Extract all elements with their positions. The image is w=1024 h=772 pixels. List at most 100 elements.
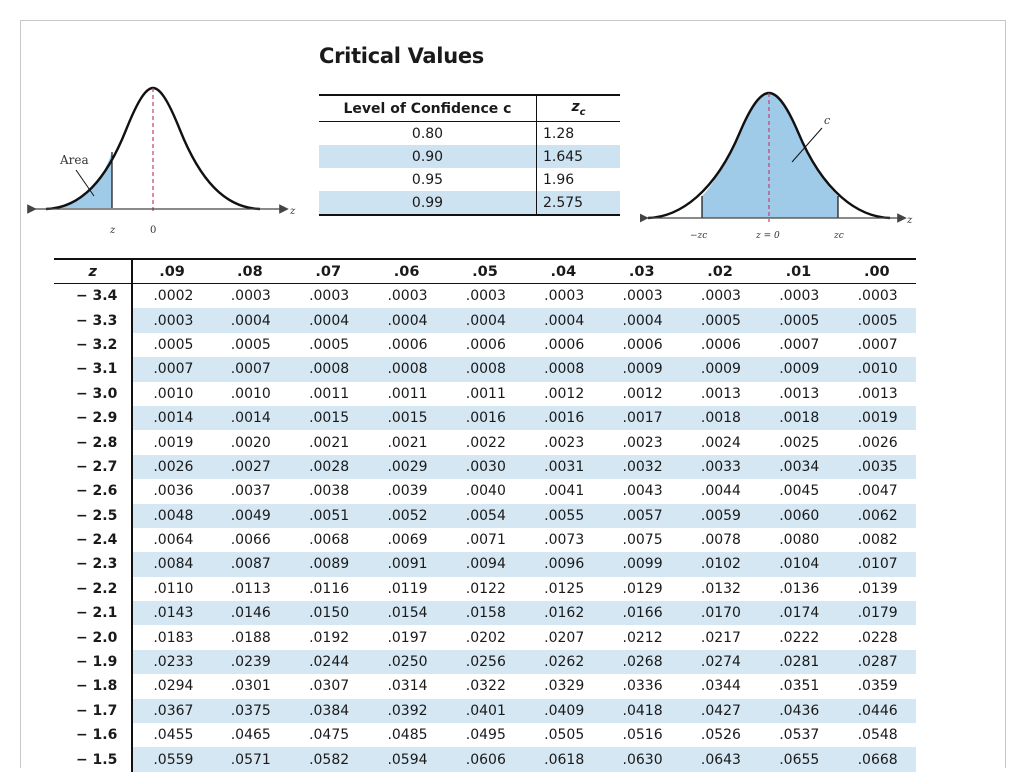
probability-cell: .0006 xyxy=(387,336,428,353)
probability-cell: .0003 xyxy=(544,288,585,305)
probability-cell: .0057 xyxy=(602,503,681,528)
z-value-cell: − 2.0 xyxy=(54,625,134,650)
neg-zc-tick-label: −zc xyxy=(690,231,707,241)
probability-cell: .0024 xyxy=(700,434,741,451)
probability-cell: .0427 xyxy=(680,698,760,724)
table-row: − 2.6 .0036 .0037 .0038 .0039 .0040 .0041 .0043… xyxy=(54,479,916,504)
probability-cell: .0023 xyxy=(622,434,663,451)
probability-cell: .0307 xyxy=(309,678,350,695)
probability-cell: .0110 xyxy=(153,580,194,597)
column-header: .00 xyxy=(837,258,916,284)
probability-cell: .0020 xyxy=(230,434,271,451)
probability-cell: .0013 xyxy=(779,385,820,402)
probability-cell: .0099 xyxy=(602,552,681,577)
central-shaded-area xyxy=(702,93,838,218)
probability-cell: .0418 xyxy=(602,698,681,724)
probability-cell: .0084 xyxy=(132,552,211,577)
probability-cell: .0013 xyxy=(857,385,898,402)
probability-cell: .0004 xyxy=(210,308,290,333)
probability-cell: .0004 xyxy=(289,308,368,333)
standard-normal-table: z .09 .08 .07 .06 .05 .04 .03 .02 .01 .0… xyxy=(54,258,916,772)
probability-cell: .0003 xyxy=(230,288,271,305)
probability-cell: .0066 xyxy=(230,532,271,549)
table-row: − 3.1.0007.0007.0008.0008.0008.0008.0009… xyxy=(54,357,916,382)
confidence-value: 0.90 xyxy=(319,145,537,168)
probability-cell: .0495 xyxy=(465,727,506,744)
probability-cell: .0021 xyxy=(387,434,428,451)
probability-cell: .0125 xyxy=(544,580,585,597)
probability-cell: .0080 xyxy=(779,532,820,549)
probability-cell: .0011 xyxy=(309,385,350,402)
probability-cell: .0018 xyxy=(680,405,760,431)
cv-row: 0.90 1.645 xyxy=(319,145,620,168)
probability-cell: .0485 xyxy=(387,727,428,744)
probability-cell: .0192 xyxy=(309,629,350,646)
z-value-cell: − 3.2 xyxy=(54,332,134,358)
probability-cell: .0287 xyxy=(837,649,916,675)
probability-cell: .0233 xyxy=(132,649,211,675)
probability-cell: .0582 xyxy=(289,747,368,772)
cv-row: 0.99 2.575 xyxy=(319,191,620,216)
probability-cell: .0022 xyxy=(465,434,506,451)
probability-cell: .0188 xyxy=(230,629,271,646)
probability-cell: .0031 xyxy=(524,454,603,480)
probability-cell: .0069 xyxy=(387,532,428,549)
z-value-cell: − 1.9 xyxy=(54,649,134,675)
probability-cell: .0359 xyxy=(857,678,898,695)
probability-cell: .0244 xyxy=(289,649,368,675)
z-value-cell: − 2.9 xyxy=(54,405,134,431)
axis-z-label: z xyxy=(289,206,296,217)
table-row: − 1.9.0233.0239.0244.0250.0256.0262.0268… xyxy=(54,649,916,675)
probability-cell: .0003 xyxy=(857,288,898,305)
left-tail-area-diagram: Area z 0 z xyxy=(26,80,306,240)
probability-cell: .0008 xyxy=(524,357,603,382)
probability-cell: .0166 xyxy=(602,601,681,626)
area-pointer xyxy=(75,169,95,197)
probability-cell: .0250 xyxy=(367,649,446,675)
probability-cell: .0005 xyxy=(153,336,194,353)
probability-cell: .0014 xyxy=(210,405,290,431)
probability-cell: .0073 xyxy=(544,532,585,549)
probability-cell: .0034 xyxy=(759,454,838,480)
left-tail-shaded-area xyxy=(56,152,112,208)
probability-cell: .0003 xyxy=(622,288,663,305)
probability-cell: .0082 xyxy=(857,532,898,549)
probability-cell: .0281 xyxy=(759,649,838,675)
probability-cell: .0516 xyxy=(622,727,663,744)
zc-value: 1.645 xyxy=(536,145,620,168)
probability-cell: .0013 xyxy=(700,385,741,402)
zc-tick-label: zc xyxy=(833,231,844,241)
probability-cell: .0008 xyxy=(367,357,446,382)
confidence-value: 0.80 xyxy=(319,121,537,145)
probability-cell: .0322 xyxy=(465,678,506,695)
probability-cell: .0018 xyxy=(759,405,838,431)
probability-cell: .0150 xyxy=(289,601,368,626)
probability-cell: .0021 xyxy=(309,434,350,451)
probability-cell: .0446 xyxy=(837,698,916,724)
probability-cell: .0026 xyxy=(132,454,211,480)
probability-cell: .0594 xyxy=(367,747,446,772)
probability-cell: .0009 xyxy=(680,357,760,382)
axis-z-label: z xyxy=(906,215,913,226)
probability-cell: .0384 xyxy=(289,698,368,724)
probability-cell: .0505 xyxy=(544,727,585,744)
zero-tick-label: 0 xyxy=(150,225,156,236)
probability-cell: .0040 xyxy=(465,483,506,500)
probability-cell: .0075 xyxy=(622,532,663,549)
probability-cell: .0668 xyxy=(837,747,916,772)
table-row: − 2.9.0014.0014.0015.0015.0016.0016.0017… xyxy=(54,405,916,431)
cv-row: 0.80 1.28 xyxy=(319,121,620,145)
probability-cell: .0035 xyxy=(837,454,916,480)
table-row: − 2.0 .0183 .0188 .0192 .0197 .0202 .0207 .0212… xyxy=(54,625,916,650)
probability-cell: .0537 xyxy=(779,727,820,744)
table-row: − 2.1.0143.0146.0150.0154.0158.0162.0166… xyxy=(54,601,916,626)
probability-cell: .0122 xyxy=(465,580,506,597)
probability-cell: .0028 xyxy=(289,454,368,480)
probability-cell: .0052 xyxy=(367,503,446,528)
probability-cell: .0401 xyxy=(445,698,525,724)
probability-cell: .0256 xyxy=(445,649,525,675)
probability-cell: .0228 xyxy=(857,629,898,646)
probability-cell: .0274 xyxy=(680,649,760,675)
probability-cell: .0010 xyxy=(837,357,916,382)
table-row: − 3.0 .0010 .0010 .0011 .0011 .0011 .0012 .0012… xyxy=(54,381,916,406)
